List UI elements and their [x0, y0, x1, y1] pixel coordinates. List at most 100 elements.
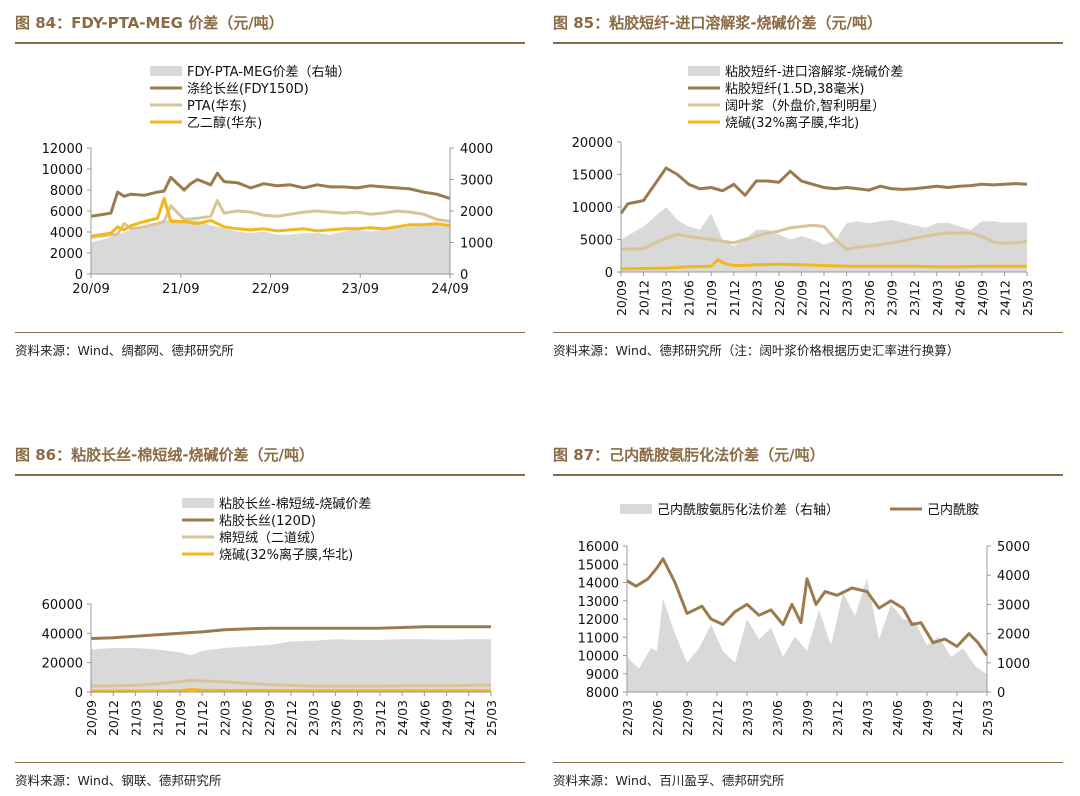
- y-tick-label: 0: [75, 268, 83, 283]
- x-tick-label: 23/12: [830, 700, 845, 736]
- x-tick-label: 21/09: [704, 280, 719, 316]
- x-tick-label: 24/09: [975, 280, 990, 316]
- legend-label: 阔叶浆（外盘价,智利明星）: [725, 98, 885, 114]
- y2-tick-label: 2000: [997, 628, 1030, 643]
- chart-fig87: 8000900010000110001200013000140001500016…: [578, 502, 1030, 736]
- y-tick-label: 8000: [586, 686, 619, 701]
- series-line: [90, 171, 451, 218]
- y-tick-label: 20000: [572, 136, 613, 151]
- source-note: 资料来源：Wind、百川盈孚、德邦研究所: [553, 773, 785, 788]
- y-tick-label: 60000: [42, 598, 83, 613]
- source-note: 资料来源：Wind、绸都网、德邦研究所: [15, 343, 234, 358]
- x-tick-label: 24/12: [462, 700, 477, 736]
- chart-fig85: 0 5000 10000 15000 20000 20/09 20/12 21/03 21/06…: [572, 64, 1035, 316]
- y-tick-label: 9000: [586, 668, 619, 683]
- y2-tick-label: 0: [460, 268, 468, 283]
- legend-label: 粘胶长丝(120D): [219, 513, 316, 529]
- legend-label: 粘胶短纤-进口溶解浆-烧碱价差: [725, 64, 903, 80]
- x-tick-label: 24/09: [440, 700, 455, 736]
- legend-swatch: [620, 504, 652, 514]
- x-tick-label: 24/03: [860, 700, 875, 736]
- x-tick-label: 21/12: [727, 280, 742, 316]
- x-tick-label: 21/06: [682, 280, 697, 316]
- x-tick-label: 24/09: [920, 700, 935, 736]
- y-tick-label: 2000: [50, 247, 83, 262]
- series-line: [90, 196, 451, 238]
- legend-swatch: [688, 66, 720, 76]
- x-tick-label: 20/09: [72, 282, 109, 297]
- x-tick-label: 21/03: [128, 700, 143, 736]
- x-tick-label: 23/03: [740, 700, 755, 736]
- panel-fig87: 图 87：己内酰胺氨肟化法价差（元/吨） 8000 9000 10000 11000 1…: [553, 444, 1063, 794]
- x-tick-label: 22/03: [749, 280, 764, 316]
- y-tick-label: 15000: [578, 558, 619, 573]
- source-note: 资料来源：Wind、钢联、德邦研究所: [15, 773, 222, 788]
- chart-fig86: 0 20000 40000 60000 20/09 20/12 21/03 21/06 21/0…: [42, 496, 499, 736]
- footer-rule: [15, 762, 525, 763]
- series-line: [90, 625, 491, 640]
- y2-tick-label: 5000: [997, 540, 1030, 555]
- x-tick-label: 22/03: [620, 700, 635, 736]
- legend-label: FDY-PTA-MEG价差（右轴）: [187, 65, 350, 80]
- panel-fig85: 图 85：粘胶短纤-进口溶解浆-烧碱价差（元/吨） 0 5000 10000 1500…: [553, 12, 1063, 362]
- x-tick-label: 20/12: [106, 700, 121, 736]
- y-tick-label: 12000: [42, 142, 83, 157]
- title-rule: [15, 42, 525, 44]
- series-area: [91, 218, 450, 274]
- y-tick-label: 5000: [580, 234, 613, 249]
- legend-label: 乙二醇(华东): [187, 115, 262, 131]
- x-tick-label: 25/03: [980, 700, 995, 736]
- series-line: [620, 223, 1028, 251]
- series-line: [90, 678, 492, 688]
- x-tick-label: 23/09: [885, 280, 900, 316]
- x-tick-label: 22/12: [284, 700, 299, 736]
- legend-swatch: [182, 498, 214, 508]
- title-rule: [15, 474, 525, 476]
- y-tick-label: 40000: [42, 627, 83, 642]
- x-tick-label: 23/12: [907, 280, 922, 316]
- x-tick-label: 24/09: [431, 282, 468, 297]
- legend-label: 己内酰胺氨肟化法价差（右轴）: [657, 502, 839, 518]
- x-tick-label: 23/12: [373, 700, 388, 736]
- footer-rule: [553, 762, 1063, 763]
- source-note: 资料来源：Wind、德邦研究所（注：阔叶浆价格根据历史汇率进行换算）: [553, 343, 960, 358]
- x-tick-label: 24/12: [997, 280, 1012, 316]
- x-tick-label: 22/06: [772, 280, 787, 316]
- series-line: [620, 258, 1027, 271]
- title-rule: [553, 474, 1063, 476]
- x-tick-label: 24/06: [417, 700, 432, 736]
- chart-title: 图 87：己内酰胺氨肟化法价差（元/吨）: [553, 446, 825, 464]
- chart-title: 图 84：FDY-PTA-MEG 价差（元/吨）: [15, 14, 284, 32]
- legend-label: PTA(华东): [187, 99, 247, 114]
- panel-fig84: 图 84：FDY-PTA-MEG 价差（元/吨） 0 2000 4000 6000 80…: [15, 12, 525, 362]
- legend-label: 棉短绒（二道绒）: [219, 531, 323, 546]
- x-tick-label: 22/12: [710, 700, 725, 736]
- y-tick-label: 4000: [50, 226, 83, 241]
- title-rule: [553, 42, 1063, 44]
- y-tick-label: 11000: [578, 631, 619, 646]
- panel-fig86: 图 86：粘胶长丝-棉短绒-烧碱价差（元/吨） 0 20000 40000 60000…: [15, 444, 525, 794]
- chart-title: 图 85：粘胶短纤-进口溶解浆-烧碱价差（元/吨）: [553, 14, 883, 32]
- series-area: [621, 207, 1027, 272]
- x-tick-label: 25/03: [1020, 280, 1035, 316]
- x-tick-label: 22/09: [680, 700, 695, 736]
- x-tick-label: 23/09: [800, 700, 815, 736]
- series-area: [627, 578, 987, 692]
- x-tick-label: 23/06: [328, 700, 343, 736]
- chart-title: 图 86：粘胶长丝-棉短绒-烧碱价差（元/吨）: [15, 446, 315, 464]
- legend-label: 粘胶长丝-棉短绒-烧碱价差: [219, 496, 371, 512]
- series-line: [90, 687, 491, 693]
- x-tick-label: 23/06: [862, 280, 877, 316]
- y2-tick-label: 1000: [997, 657, 1030, 672]
- x-tick-label: 21/06: [151, 700, 166, 736]
- x-tick-label: 20/12: [637, 280, 652, 316]
- x-tick-label: 22/09: [252, 282, 289, 297]
- x-tick-label: 24/03: [930, 280, 945, 316]
- y-tick-label: 8000: [50, 184, 83, 199]
- y-tick-label: 10000: [572, 201, 613, 216]
- x-tick-label: 23/03: [840, 280, 855, 316]
- legend-label: 烧碱(32%离子膜,华北): [219, 547, 353, 563]
- y2-tick-label: 4000: [460, 142, 493, 157]
- legend-swatch: [150, 66, 182, 76]
- y-tick-label: 14000: [578, 577, 619, 592]
